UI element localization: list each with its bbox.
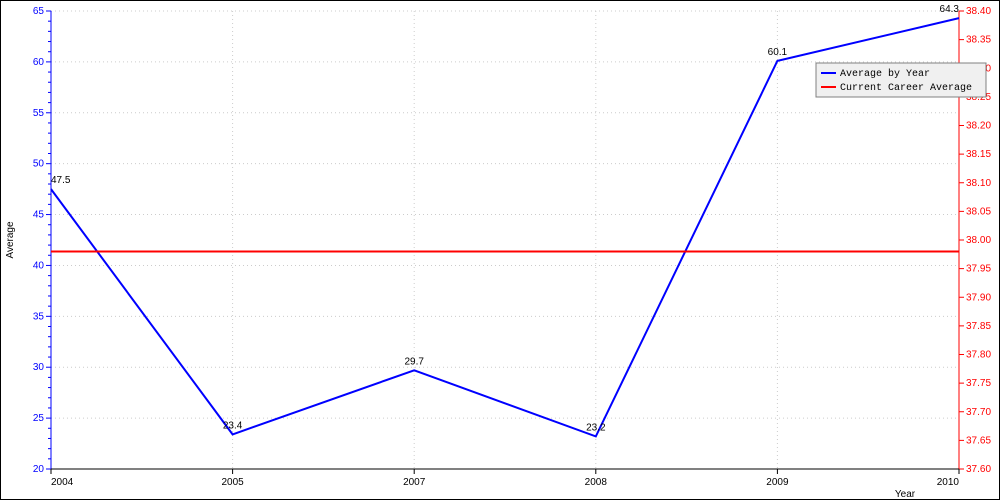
y-tick-label-right: 37.95 [966,264,991,275]
data-label: 23.2 [586,422,606,433]
y-tick-label-left: 50 [33,159,45,170]
y-tick-label-right: 38.15 [966,149,991,160]
y-tick-label-left: 55 [33,108,45,119]
legend-label: Average by Year [840,68,930,80]
y-tick-label-left: 40 [33,260,45,271]
y-tick-label-left: 60 [33,57,45,68]
y-tick-label-right: 37.80 [966,350,991,361]
chart-svg: 20 25 30 35 40 45 50 55 60 65 37.60 37.65 37.70 37.75… [1,1,999,499]
y-tick-label-right: 37.75 [966,378,991,389]
y-tick-label-left: 45 [33,210,45,221]
y-tick-label-left: 20 [33,464,45,475]
data-label: 64.3 [940,4,960,15]
y-tick-label-right: 37.90 [966,292,991,303]
y-tick-label-right: 38.20 [966,121,991,132]
data-label: 29.7 [404,356,424,367]
x-tick-label: 2005 [221,477,244,488]
y-tick-label-right: 38.00 [966,235,991,246]
x-tick-label: 2008 [585,477,608,488]
y-tick-label-left: 30 [33,362,45,373]
y-tick-label-left: 25 [33,413,45,424]
y-axis-left-label: Average [5,221,16,259]
data-label: 23.4 [223,420,243,431]
x-tick-label: 2009 [766,477,789,488]
legend-label: Current Career Average [840,83,972,94]
data-label: 47.5 [51,175,71,186]
y-tick-label-right: 38.05 [966,206,991,217]
y-tick-label-right: 38.40 [966,6,991,17]
dual-axis-line-chart: 20 25 30 35 40 45 50 55 60 65 37.60 37.65 37.70 37.75… [0,0,1000,500]
y-tick-label-right: 37.85 [966,321,991,332]
y-tick-label-right: 37.70 [966,407,991,418]
x-tick-label: 2004 [51,477,74,488]
y-tick-label-right: 37.65 [966,435,991,446]
x-tick-label: 2010 [937,477,960,488]
x-axis-label: Year [895,489,916,499]
y-tick-label-right: 38.10 [966,178,991,189]
y-tick-label-right: 37.60 [966,464,991,475]
y-tick-label-left: 35 [33,311,45,322]
data-label: 60.1 [768,47,788,58]
y-tick-label-right: 38.35 [966,35,991,46]
x-tick-label: 2007 [403,477,426,488]
y-tick-label-left: 65 [33,6,45,17]
